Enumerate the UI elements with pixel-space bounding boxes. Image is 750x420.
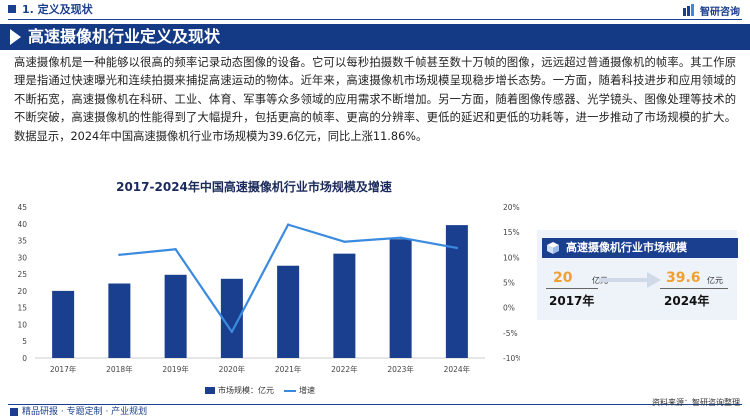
end-divider (660, 288, 728, 289)
section-marker (8, 5, 16, 13)
legend-line-label: 增速 (299, 386, 315, 395)
x-tick-label: 2019年 (162, 364, 189, 374)
y-right-tick-label: 15% (503, 228, 520, 237)
top-bar: 1. 定义及现状 智研咨询 (0, 0, 750, 20)
footer-marker (10, 408, 18, 416)
y-left-tick-label: 10 (17, 320, 27, 329)
legend-bar-label: 市场规模：亿元 (218, 386, 274, 395)
y-left-tick-label: 45 (17, 203, 27, 212)
logo: 智研咨询 (683, 2, 740, 18)
logo-icon (683, 4, 694, 16)
legend-bar-swatch (205, 387, 215, 394)
x-tick-label: 2020年 (219, 364, 246, 374)
source-note: 资料来源：智研咨询整理 (652, 398, 740, 407)
cube-icon (547, 242, 559, 254)
bar (164, 274, 187, 358)
bar (333, 253, 356, 358)
bottom-divider (8, 404, 742, 405)
chart-title: 2017-2024年中国高速摄像机行业市场规模及增速 (116, 180, 392, 194)
top-divider (8, 19, 742, 20)
end-year: 2024年 (664, 294, 710, 308)
y-right-tick-label: 5% (503, 279, 515, 288)
growth-point (174, 248, 177, 251)
x-tick-label: 2017年 (50, 364, 77, 374)
start-divider (546, 288, 598, 289)
y-left-tick-label: 30 (17, 253, 27, 262)
footer-tagline-text: 精品研报 · 专题定制 · 产业规划 (22, 407, 148, 417)
y-left-tick-label: 0 (22, 354, 27, 363)
y-left-tick-label: 5 (22, 337, 27, 346)
bar (220, 278, 243, 358)
bar (52, 290, 75, 358)
chart-legend: 市场规模：亿元 增速 (205, 385, 315, 396)
end-value: 39.6 (666, 270, 701, 286)
title-banner: 高速摄像机行业定义及现状 (0, 24, 750, 50)
y-left-tick-label: 15 (17, 304, 27, 313)
y-right-tick-label: -5% (503, 329, 518, 338)
y-right-tick-label: 20% (503, 203, 520, 212)
y-right-tick-label: 0% (503, 304, 515, 313)
growth-arrow-icon (599, 272, 661, 288)
growth-point (455, 246, 459, 250)
x-tick-label: 2022年 (331, 364, 358, 374)
x-tick-label: 2021年 (275, 364, 302, 374)
x-tick-label: 2024年 (444, 364, 471, 374)
x-tick-label: 2023年 (387, 364, 414, 374)
combo-chart: 0 5 10 15 20 25 30 35 40 45 -10% -5% 0% 5% 10% 15% 20% 20… (17, 203, 520, 374)
banner-arrow-icon (10, 29, 21, 45)
bar (445, 225, 468, 358)
y-left-tick-label: 40 (17, 220, 27, 229)
summary-panel-title: 高速摄像机行业市场规模 (566, 241, 687, 254)
growth-point (343, 240, 346, 243)
footer-tagline: 精品研报 · 专题定制 · 产业规划 (10, 406, 148, 418)
start-value: 20 (553, 270, 573, 286)
y-left-tick-label: 20 (17, 287, 27, 296)
section-title: 1. 定义及现状 (22, 3, 93, 16)
y-right-tick-label: 10% (503, 253, 520, 262)
y-left-tick-label: 35 (17, 237, 27, 246)
bar (277, 265, 300, 358)
summary-panel-header: 高速摄像机行业市场规模 (542, 238, 738, 258)
bar (389, 239, 412, 358)
growth-point (286, 223, 290, 226)
end-unit: 亿元 (707, 276, 723, 285)
page-title: 高速摄像机行业定义及现状 (28, 27, 221, 46)
x-tick-label: 2018年 (106, 364, 133, 374)
legend-line-swatch (284, 389, 296, 392)
start-year: 2017年 (549, 294, 595, 308)
growth-point (399, 236, 402, 239)
logo-text: 智研咨询 (700, 6, 740, 18)
growth-point (118, 253, 121, 257)
body-paragraph: 高速摄像机是一种能够以很高的频率记录动态图像的设备。它可以每秒拍摄数千帧甚至数十… (14, 56, 736, 143)
growth-point (230, 330, 234, 334)
y-left-tick-label: 25 (17, 270, 27, 279)
bar (108, 283, 131, 358)
y-right-tick-label: -10% (503, 354, 520, 363)
